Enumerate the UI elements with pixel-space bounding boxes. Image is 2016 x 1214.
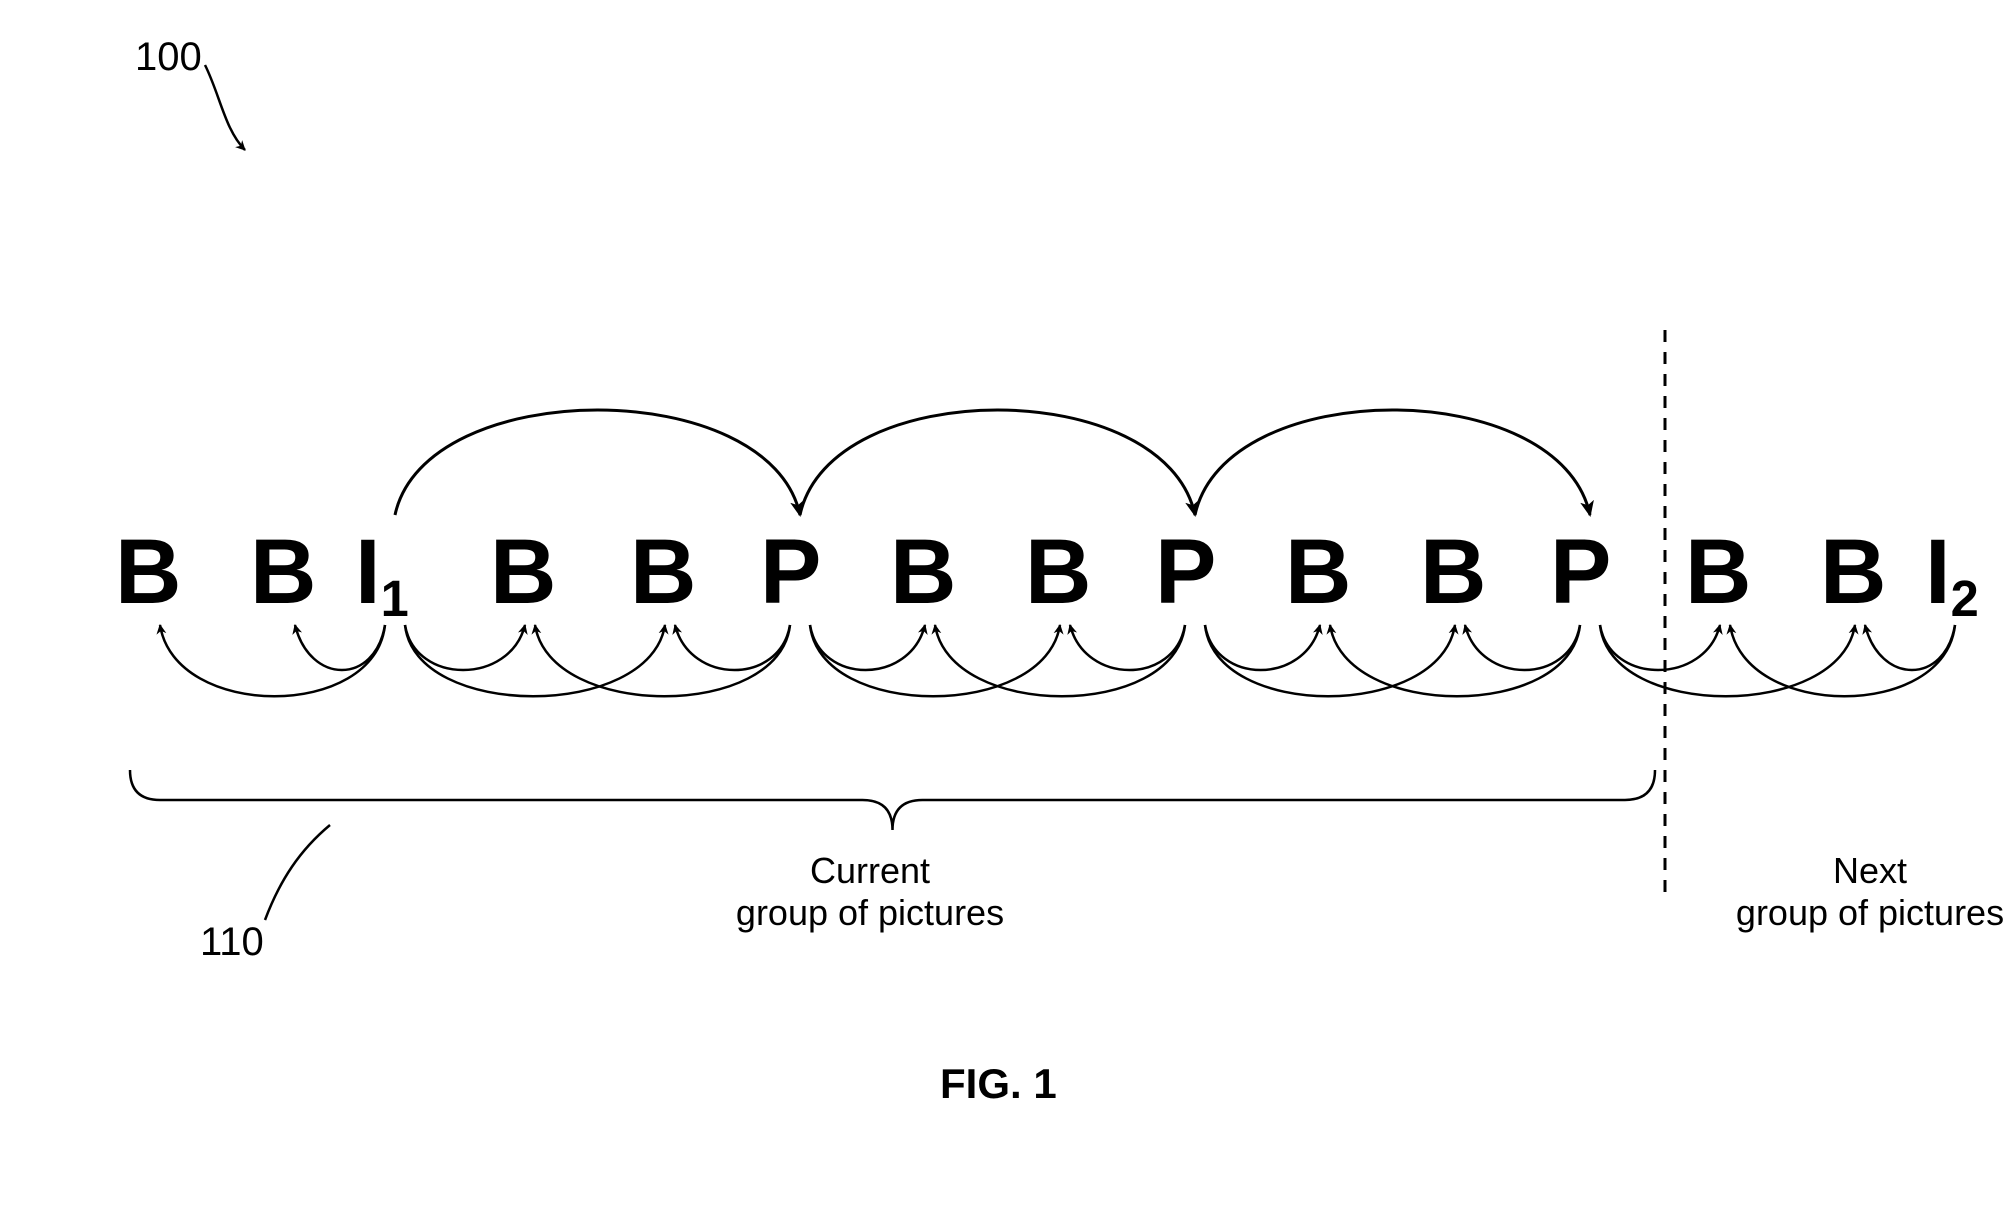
- ref-label-110: 110: [200, 920, 264, 965]
- frame-13: B: [1820, 520, 1886, 625]
- figure-canvas: 100 110 Current group of pictures Next g…: [0, 0, 2016, 1214]
- frame-8: P: [1155, 520, 1216, 625]
- figure-title: FIG. 1: [940, 1060, 1057, 1108]
- frame-7: B: [1025, 520, 1091, 625]
- frame-9: B: [1285, 520, 1351, 625]
- frame-14: I2: [1925, 520, 1979, 625]
- ref-label-100: 100: [135, 35, 202, 80]
- frame-0: B: [115, 520, 181, 625]
- frame-5: P: [760, 520, 821, 625]
- frame-2: I1: [355, 520, 409, 625]
- frame-6: B: [890, 520, 956, 625]
- caption-current-gop: Current group of pictures: [720, 850, 1020, 934]
- frame-11: P: [1550, 520, 1611, 625]
- caption-next-gop: Next group of pictures: [1720, 850, 2016, 934]
- frame-4: B: [630, 520, 696, 625]
- frame-10: B: [1420, 520, 1486, 625]
- frame-1: B: [250, 520, 316, 625]
- frame-12: B: [1685, 520, 1751, 625]
- frame-3: B: [490, 520, 556, 625]
